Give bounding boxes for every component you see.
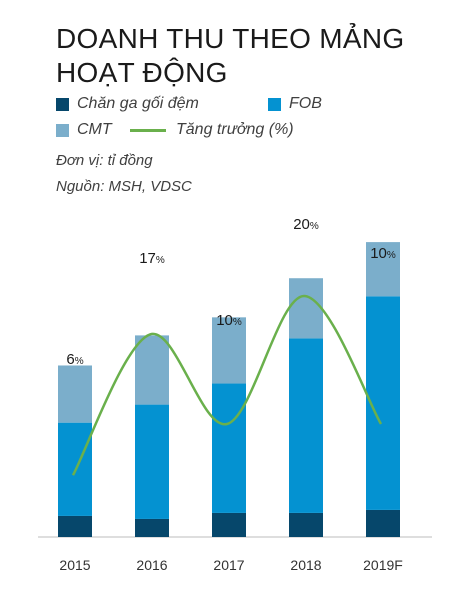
legend-label-growth: Tăng trưởng (%) [176, 121, 294, 138]
bar-fob-2017 [212, 383, 246, 513]
chart-title-line1: DOANH THU THEO MẢNG [56, 23, 405, 54]
x-tick-label-2017: 2017 [213, 557, 244, 573]
source-note: Nguồn: MSH, VDSC [56, 178, 192, 195]
legend-label-fob: FOB [289, 95, 322, 112]
bar-cmt-2019F [366, 242, 400, 297]
growth-label-2017: 10% [216, 312, 242, 329]
legend-label-cmt: CMT [77, 121, 112, 138]
legend-label-bedding: Chăn ga gối đệm [77, 95, 199, 112]
bar-bedding-2015 [58, 515, 92, 537]
legend-item-fob: FOB [268, 95, 322, 113]
bar-cmt-2016 [135, 335, 169, 405]
bar-bedding-2016 [135, 518, 169, 537]
legend-item-cmt: CMT [56, 121, 112, 139]
bar-fob-2016 [135, 404, 169, 519]
unit-note: Đơn vị: tỉ đồng [56, 152, 153, 169]
growth-label-2019F: 10% [370, 245, 396, 262]
legend-item-bedding: Chăn ga gối đệm [56, 95, 199, 113]
x-tick-label-2016: 2016 [136, 557, 167, 573]
growth-label-2015: 6% [66, 351, 83, 368]
legend-swatch-fob [268, 97, 281, 111]
x-tick-label-2018: 2018 [290, 557, 321, 573]
legend-line-growth [130, 128, 166, 132]
legend-swatch-bedding [56, 97, 69, 111]
growth-line [71, 294, 383, 476]
bar-fob-2018 [289, 338, 323, 513]
x-tick-label-2015: 2015 [59, 557, 90, 573]
bar-bedding-2018 [289, 512, 323, 537]
growth-label-2016: 17% [139, 250, 165, 267]
bar-cmt-2017 [212, 317, 246, 384]
chart-legend: Chăn ga gối đệm FOB CMT Tăng trưởng (%) [56, 95, 454, 145]
chart-title-line2: HOẠT ĐỘNG [56, 57, 228, 88]
x-tick-label-2019F: 2019F [363, 557, 403, 573]
bar-cmt-2015 [58, 365, 92, 423]
legend-swatch-cmt [56, 123, 69, 137]
bar-cmt-2018 [289, 278, 323, 339]
bar-bedding-2017 [212, 512, 246, 537]
bar-bedding-2019F [366, 509, 400, 537]
legend-item-growth: Tăng trưởng (%) [130, 121, 294, 139]
chart-title: DOANH THU THEO MẢNG HOẠT ĐỘNG [56, 22, 446, 90]
growth-label-2018: 20% [293, 216, 319, 233]
